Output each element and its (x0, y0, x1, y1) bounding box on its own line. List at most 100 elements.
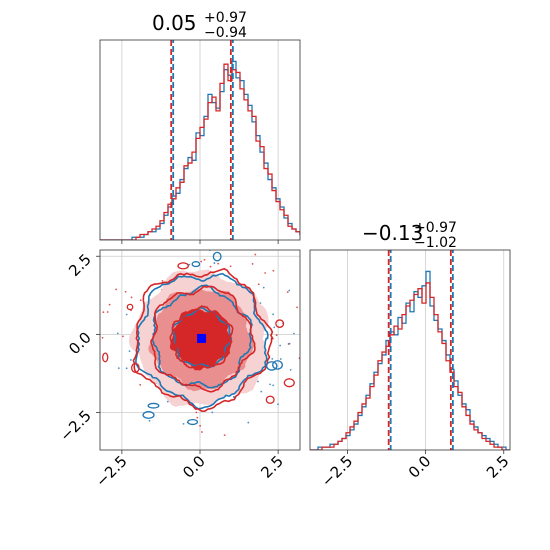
scatter-point (271, 357, 274, 360)
scatter-point (200, 260, 203, 263)
truth-marker (197, 333, 207, 343)
scatter-point (272, 269, 275, 272)
scatter-point (124, 290, 127, 293)
scatter-point (211, 411, 214, 414)
ytick-label-bl-0: 2.5 (65, 250, 95, 280)
scatter-point (122, 335, 124, 338)
scatter-point (188, 263, 191, 266)
scatter-point (272, 313, 275, 316)
scatter-point (288, 289, 291, 292)
contour-island (187, 418, 199, 426)
histogram-step-series-1 (100, 63, 300, 240)
histogram-tl (100, 40, 300, 240)
scatter-point (279, 358, 282, 360)
scatter-point (125, 313, 128, 316)
scatter-point (247, 421, 250, 424)
scatter-point (257, 283, 260, 286)
contour-island (265, 361, 278, 371)
scatter-point (279, 344, 282, 347)
scatter-point (229, 265, 232, 268)
scatter-point (272, 384, 275, 387)
xtick-label-bl-1: 0.0 (179, 452, 209, 482)
scatter-point (209, 265, 212, 268)
xtick-label-br-0: −2.5 (318, 452, 356, 490)
scatter-point (196, 416, 199, 419)
histogram-br (310, 250, 510, 450)
frame-br (309, 249, 511, 451)
scatter-point (260, 390, 263, 393)
scatter-point (254, 253, 257, 256)
scatter-point (102, 311, 105, 314)
scatter-point (195, 411, 198, 414)
title-sub-br: −1.02 (414, 235, 457, 251)
scatter-point (161, 280, 164, 282)
scatter-point (189, 245, 191, 247)
scatter-point (182, 423, 185, 425)
contour-island (126, 303, 134, 311)
scatter-point (211, 246, 213, 248)
scatter-point (277, 403, 279, 406)
ytick-label-bl-2: −2.5 (56, 407, 94, 445)
ytick-label-bl-1: 0.0 (65, 328, 95, 358)
contour-island (142, 411, 155, 419)
scatter-point (166, 400, 169, 403)
scatter-point (257, 380, 259, 383)
contour-island (191, 261, 201, 268)
contour-island (275, 319, 285, 328)
histogram-step-series-0 (100, 60, 300, 240)
contour-island (177, 262, 189, 270)
scatter-point (262, 286, 265, 289)
contour-island (131, 362, 140, 374)
contour-island (272, 360, 283, 370)
scatter-point (273, 326, 276, 329)
scatter-point (251, 263, 254, 265)
scatter-point (223, 434, 226, 437)
scatter-point (101, 336, 104, 339)
contour-island (212, 251, 222, 262)
scatter-point (296, 306, 298, 309)
scatter-point (208, 246, 210, 248)
title-tl: 0.05 (152, 11, 197, 35)
scatter-point (139, 299, 142, 302)
contour-line-series-0-level-2 (135, 272, 269, 410)
xtick-label-br-2: 2.5 (483, 452, 513, 482)
scatter-point (292, 332, 295, 335)
contour-island (102, 352, 109, 363)
scatter-point (203, 258, 206, 261)
scatter-point (201, 431, 203, 433)
xtick-label-br-1: 0.0 (405, 452, 435, 482)
xtick-label-bl-2: 2.5 (257, 452, 287, 482)
contour-line-series-1-level-2 (132, 267, 274, 413)
contour-island (265, 395, 275, 404)
title-sup-br: +0.97 (414, 220, 457, 236)
scatter-point (117, 367, 120, 370)
scatter-point (217, 262, 220, 265)
scatter-point (115, 288, 118, 291)
scatter-point (128, 350, 131, 353)
scatter-point (139, 383, 142, 386)
scatter-point (269, 383, 271, 386)
histogram-step-series-1 (310, 282, 510, 450)
scatter-point (148, 419, 151, 422)
scatter-point (125, 367, 128, 370)
histogram-step-series-0 (310, 270, 510, 450)
scatter-point (116, 332, 119, 335)
contour-island (283, 378, 295, 388)
title-sub-tl: −0.94 (204, 25, 247, 41)
scatter-point (264, 272, 267, 274)
scatter-point (130, 359, 132, 361)
title-sup-tl: +0.97 (204, 10, 247, 26)
scatter-point (213, 262, 216, 264)
scatter-point (199, 424, 202, 427)
xtick-label-bl-0: −2.5 (92, 452, 130, 490)
scatter-point (289, 368, 292, 371)
contour-line-series-1-level-1 (150, 285, 256, 393)
scatter-point (106, 311, 109, 313)
scatter-point (288, 342, 291, 345)
contour-line-series-1-level-0 (169, 305, 234, 369)
contour-island (147, 402, 160, 409)
scatter-point (275, 334, 278, 337)
title-br: −0.13 (362, 221, 423, 245)
scatter-point (130, 296, 133, 299)
